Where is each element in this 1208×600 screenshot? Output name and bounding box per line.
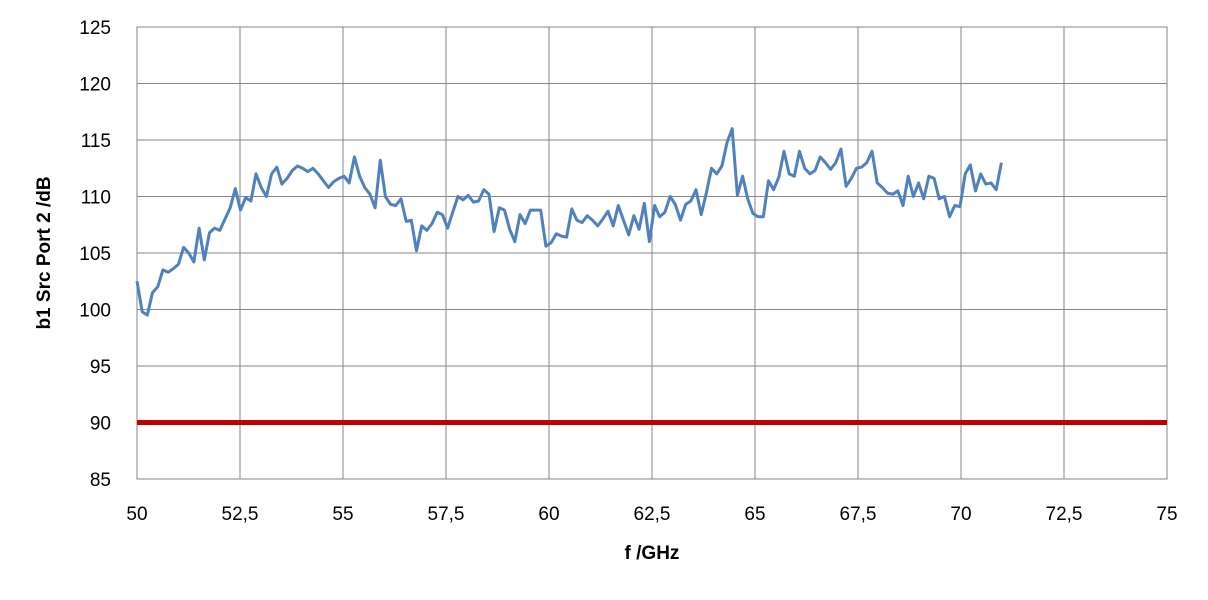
y-tick-label: 110 <box>81 188 111 209</box>
x-tick-label: 62,5 <box>634 504 671 525</box>
grid-lines <box>136 26 1168 480</box>
y-tick-label: 90 <box>90 414 111 435</box>
x-tick-label: 57,5 <box>428 504 465 525</box>
x-axis-ticks: 50 52,5 55 57,5 60 62,5 65 67,5 70 72,5 75 <box>126 504 1177 525</box>
y-tick-label: 105 <box>79 244 111 265</box>
y-tick-label: 120 <box>79 75 111 96</box>
x-tick-label: 52,5 <box>222 504 259 525</box>
data-series-line <box>135 127 1003 317</box>
x-tick-label: 65 <box>744 504 765 525</box>
x-axis-title: f /GHz <box>625 543 680 564</box>
y-tick-label: 125 <box>79 18 111 39</box>
y-tick-label: 100 <box>79 301 111 322</box>
y-tick-label: 115 <box>81 131 111 152</box>
y-axis-ticks: 85 90 95 100 105 110 115 120 125 <box>79 18 111 491</box>
y-axis-title: b1 Src Port 2 /dB <box>34 176 55 329</box>
x-tick-label: 70 <box>950 504 971 525</box>
x-tick-label: 55 <box>332 504 353 525</box>
x-tick-label: 60 <box>538 504 559 525</box>
x-tick-label: 75 <box>1156 504 1177 525</box>
series-layer <box>135 127 1167 425</box>
y-tick-label: 95 <box>90 357 111 378</box>
x-tick-label: 72,5 <box>1046 504 1083 525</box>
plot-area-frame <box>136 26 1168 480</box>
x-tick-label: 67,5 <box>840 504 877 525</box>
x-tick-label: 50 <box>126 504 147 525</box>
y-tick-label: 85 <box>90 470 111 491</box>
